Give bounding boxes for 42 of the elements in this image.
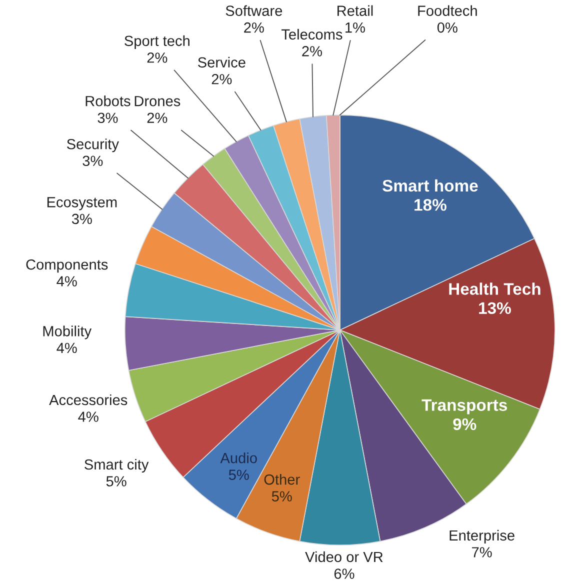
- slice-label: Accessories: [49, 394, 128, 406]
- slice-label: Ecosystem: [47, 197, 117, 210]
- data-label: 4%: [78, 412, 98, 422]
- slice-label: Enterprise: [450, 530, 514, 544]
- slice-label: Smart home: [382, 179, 478, 192]
- slice-label: Telecoms: [281, 28, 342, 40]
- slice-label: Security: [66, 138, 119, 152]
- data-label: 2%: [147, 112, 168, 123]
- slice-label: Smart city: [84, 458, 149, 473]
- slice-label: Retail: [338, 5, 373, 16]
- data-label: 2%: [147, 52, 168, 63]
- data-label: 7%: [472, 547, 492, 558]
- slice-label: Software: [226, 5, 282, 16]
- data-label: 3%: [82, 156, 103, 166]
- slice-label: Transports: [422, 399, 507, 414]
- slice-label: Sport tech: [124, 35, 190, 49]
- data-label: 3%: [98, 112, 118, 124]
- data-label: 5%: [106, 476, 126, 486]
- data-label: 1%: [346, 22, 365, 33]
- data-label: 6%: [334, 568, 354, 579]
- data-label: 5%: [228, 470, 249, 480]
- slice-label: Robots: [86, 96, 130, 106]
- category-label: Foodtech: [418, 5, 477, 16]
- slice-label: Audio: [220, 452, 257, 464]
- slice-label: Components: [26, 259, 108, 273]
- slice-label: Mobility: [43, 326, 92, 340]
- slice-label: Other: [264, 474, 300, 485]
- slice-label: Health Tech: [449, 282, 540, 295]
- data-label: 5%: [272, 491, 292, 502]
- slice-label: Service: [198, 56, 246, 68]
- slice-label: Drones: [134, 96, 180, 106]
- data-label: 18%: [414, 199, 446, 211]
- data-label: 13%: [479, 302, 511, 314]
- data-label: 4%: [56, 342, 77, 354]
- data-label: 2%: [244, 22, 264, 33]
- data-label: 2%: [212, 74, 232, 84]
- data-label: 9%: [453, 418, 476, 430]
- data-label: 4%: [56, 276, 77, 286]
- data-label: 2%: [302, 46, 322, 56]
- text: 0%: [437, 22, 458, 33]
- data-label: 3%: [72, 214, 92, 224]
- slice-label: Video or VR: [305, 551, 383, 562]
